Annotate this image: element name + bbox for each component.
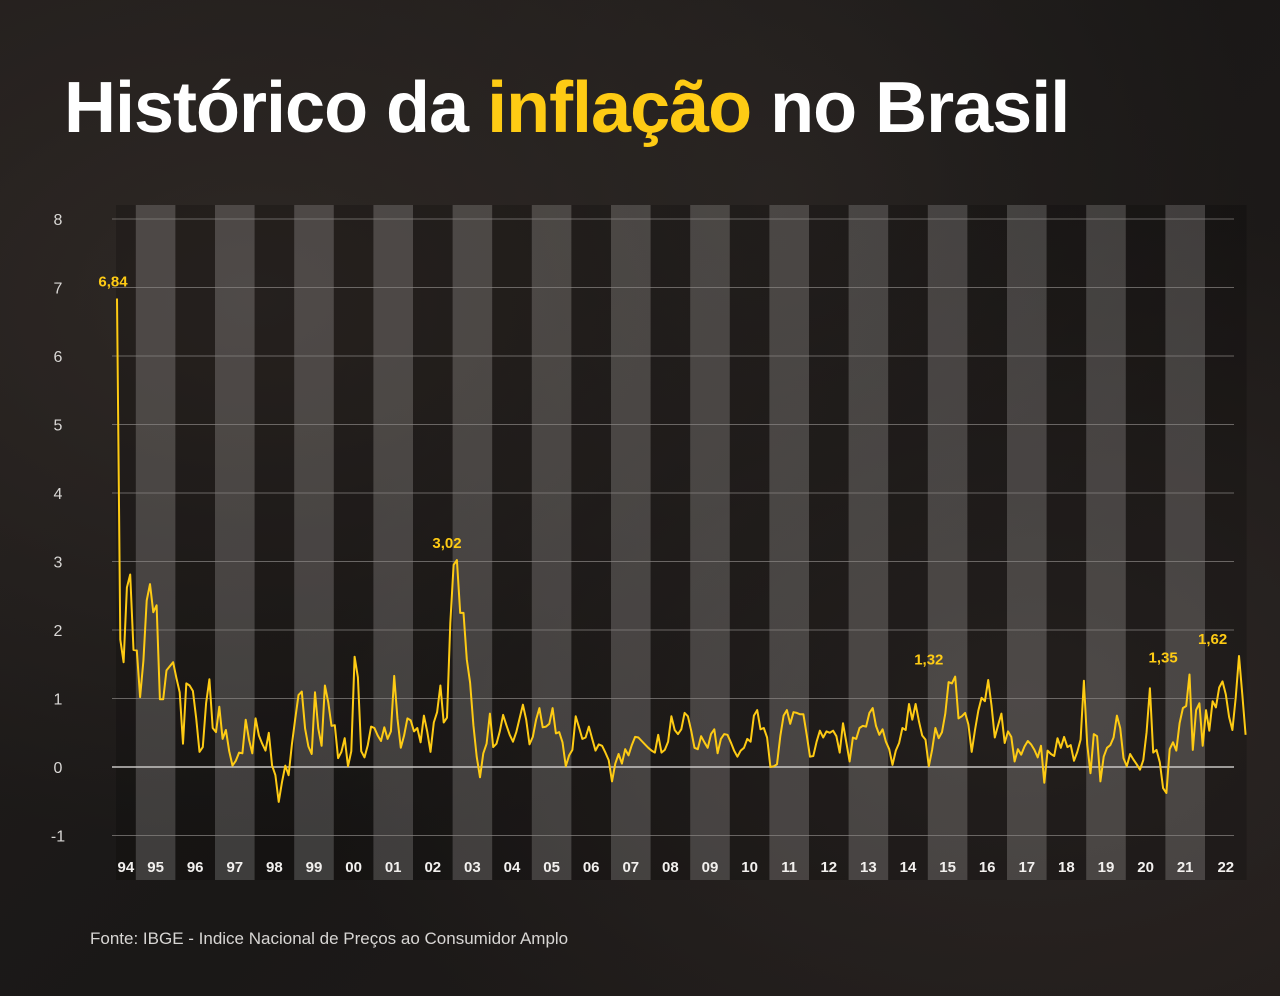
y-tick-label: 0 — [54, 760, 63, 777]
year-stripe-00 — [333, 205, 374, 880]
year-stripe-96 — [175, 205, 215, 880]
x-tick-label: 02 — [424, 859, 441, 876]
y-tick-label: 5 — [54, 418, 63, 435]
x-tick-label: 97 — [226, 859, 243, 876]
year-stripe-04 — [492, 205, 532, 880]
year-stripe-16 — [967, 205, 1007, 880]
peak-annotation: 3,02 — [432, 535, 461, 552]
peak-annotation: 1,62 — [1198, 631, 1227, 648]
x-tick-label: 10 — [741, 859, 758, 876]
x-axis: 94 95 96 97 98 99 00 01 02 03 04 05 06 07 08 09 10 11 12 13… — [118, 859, 1235, 876]
year-stripe-09 — [690, 205, 730, 880]
x-tick-label: 11 — [781, 859, 797, 876]
x-tick-label: 98 — [266, 859, 283, 876]
year-stripe-14 — [888, 205, 928, 880]
year-stripe-06 — [571, 205, 611, 880]
x-tick-label: 94 — [118, 859, 135, 876]
year-stripe-15 — [927, 205, 968, 880]
x-tick-label: 08 — [662, 859, 679, 876]
y-axis: -1 0 1 2 3 4 5 6 7 8 — [51, 212, 65, 846]
year-stripe-99 — [294, 205, 334, 880]
inflation-series-line — [116, 298, 1247, 803]
title-part-1: Histórico da — [64, 68, 488, 148]
x-tick-label: 14 — [900, 859, 917, 876]
title-highlight: inflação — [487, 68, 752, 148]
year-stripe-17 — [1007, 205, 1047, 880]
title-part-2: no Brasil — [751, 68, 1070, 148]
y-tick-label: 8 — [54, 212, 63, 229]
x-tick-label: 20 — [1137, 859, 1154, 876]
year-stripe-11 — [769, 205, 809, 880]
y-tick-label: 2 — [54, 623, 63, 640]
year-stripe-12 — [809, 205, 849, 880]
year-stripe-22 — [1205, 205, 1247, 880]
year-stripe-94 — [116, 205, 136, 880]
y-tick-label: 6 — [54, 349, 63, 366]
x-tick-label: 96 — [187, 859, 204, 876]
year-stripe-01 — [373, 205, 413, 880]
x-tick-label: 15 — [939, 859, 956, 876]
x-tick-label: 19 — [1098, 859, 1115, 876]
year-stripe-98 — [254, 205, 295, 880]
source-note: Fonte: IBGE - Indice Nacional de Preços … — [90, 929, 569, 948]
year-stripe-18 — [1046, 205, 1087, 880]
x-tick-label: 04 — [504, 859, 521, 876]
peak-annotation: 1,35 — [1148, 650, 1177, 667]
x-tick-label: 95 — [147, 859, 164, 876]
x-tick-label: 12 — [820, 859, 837, 876]
y-tick-label: -1 — [51, 829, 65, 846]
y-tick-label: 3 — [54, 555, 63, 572]
year-stripe-05 — [531, 205, 572, 880]
y-tick-label: 1 — [54, 692, 63, 709]
x-tick-label: 17 — [1018, 859, 1035, 876]
year-stripe-13 — [848, 205, 889, 880]
year-stripe-97 — [215, 205, 255, 880]
peak-annotation: 1,32 — [914, 652, 943, 669]
year-stripe-95 — [135, 205, 176, 880]
peak-annotations: 6,84 3,02 1,32 1,35 1,62 — [98, 273, 1227, 668]
x-tick-label: 18 — [1058, 859, 1075, 876]
x-tick-label: 22 — [1217, 859, 1234, 876]
year-stripe-19 — [1086, 205, 1126, 880]
x-tick-label: 09 — [702, 859, 719, 876]
x-tick-label: 03 — [464, 859, 481, 876]
page-title: Histórico da inflação no Brasil — [64, 66, 1070, 150]
x-tick-label: 00 — [345, 859, 362, 876]
year-stripe-10 — [729, 205, 770, 880]
x-tick-label: 13 — [860, 859, 877, 876]
year-stripe-08 — [650, 205, 691, 880]
y-tick-label: 4 — [54, 486, 63, 503]
year-stripe-07 — [611, 205, 651, 880]
year-stripes — [116, 205, 1247, 880]
x-tick-label: 07 — [622, 859, 639, 876]
y-tick-label: 7 — [54, 281, 63, 298]
x-tick-label: 05 — [543, 859, 560, 876]
peak-annotation: 6,84 — [98, 273, 128, 290]
x-tick-label: 99 — [306, 859, 323, 876]
x-tick-label: 01 — [385, 859, 402, 876]
x-tick-label: 16 — [979, 859, 996, 876]
x-tick-label: 21 — [1177, 859, 1194, 876]
year-stripe-20 — [1125, 205, 1166, 880]
x-tick-label: 06 — [583, 859, 600, 876]
year-stripe-21 — [1165, 205, 1205, 880]
